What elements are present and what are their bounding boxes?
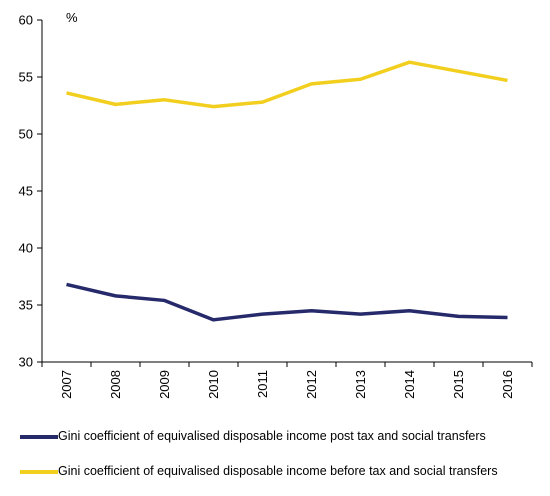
x-tick-label: 2014 — [402, 370, 417, 399]
y-axis: 30 35 40 45 50 55 60 — [19, 13, 43, 370]
y-axis-unit-label: % — [66, 10, 78, 25]
series-line-0 — [66, 282, 508, 322]
x-axis: 2007 2008 2009 2010 2011 2012 2013 2014 2015 2016 — [41, 361, 533, 399]
y-tick-label: 30 — [19, 355, 33, 370]
legend-item-before-tax: Gini coefficient of equivalised disposab… — [20, 464, 550, 479]
x-tick-label: 2012 — [304, 370, 319, 399]
legend-item-post-tax: Gini coefficient of equivalised disposab… — [20, 429, 550, 444]
y-tick-label: 40 — [19, 241, 33, 256]
x-tick-label: 2011 — [255, 370, 270, 398]
legend-label-post-tax: Gini coefficient of equivalised disposab… — [58, 429, 486, 443]
series-lines — [66, 60, 508, 322]
x-tick-label: 2015 — [451, 370, 466, 399]
x-tick-label: 2016 — [500, 370, 515, 399]
x-tick-label: 2007 — [59, 370, 74, 399]
y-tick-label: 50 — [19, 127, 33, 142]
x-tick-label: 2013 — [353, 370, 368, 399]
legend-swatch-post-tax — [20, 435, 58, 439]
x-tick-label: 2009 — [157, 370, 172, 399]
x-tick-label: 2008 — [108, 370, 123, 399]
y-tick-label: 55 — [19, 70, 33, 85]
y-tick-label: 45 — [19, 184, 33, 199]
x-tick-label: 2010 — [206, 370, 221, 399]
y-tick-label: 60 — [19, 13, 33, 28]
y-tick-label: 35 — [19, 298, 33, 313]
legend-label-before-tax: Gini coefficient of equivalised disposab… — [58, 464, 498, 478]
legend-swatch-before-tax — [20, 470, 58, 474]
series-line-1 — [66, 60, 508, 109]
